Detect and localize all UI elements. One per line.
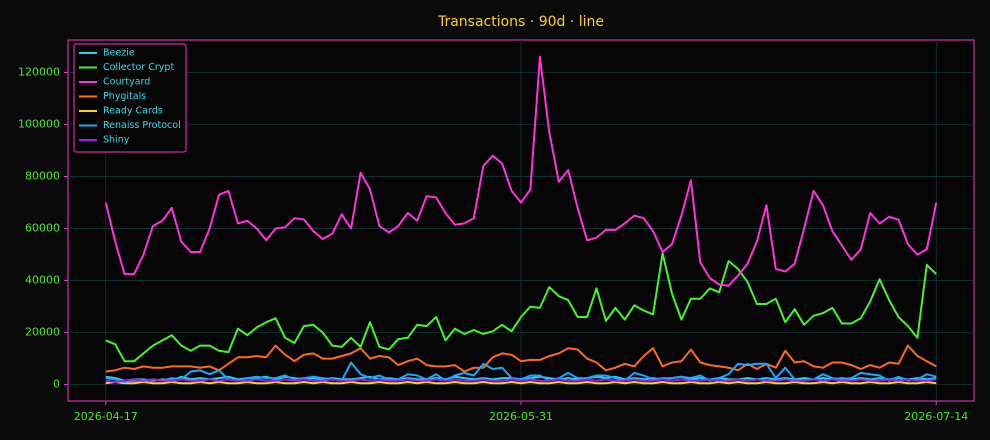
legend-label: Renaiss Protocol bbox=[103, 120, 181, 131]
grid: 0 20000 40000 60000 80000 100000 120000 2026-04… bbox=[18, 40, 974, 423]
y-tick-label: 0 bbox=[53, 378, 60, 391]
series-line bbox=[105, 252, 937, 363]
legend-label: Phygitals bbox=[103, 91, 146, 102]
y-tick-label: 40000 bbox=[25, 274, 60, 287]
legend: Beezie Collector Crypt Courtyard Phygitals R… bbox=[73, 43, 187, 153]
series-line bbox=[105, 381, 937, 385]
series-line bbox=[105, 344, 937, 373]
x-tick-label: 2026-07-14 bbox=[904, 410, 968, 423]
legend-label: Ready Cards bbox=[103, 106, 163, 117]
legend-box bbox=[73, 43, 187, 153]
legend-label: Shiny bbox=[103, 135, 130, 146]
legend-label: Courtyard bbox=[103, 77, 150, 88]
series-line bbox=[105, 378, 937, 383]
y-tick-label: 60000 bbox=[25, 222, 60, 235]
y-tick-label: 20000 bbox=[25, 326, 60, 339]
legend-label: Collector Crypt bbox=[103, 62, 174, 73]
y-tick-label: 100000 bbox=[18, 118, 60, 131]
series-line bbox=[104, 55, 938, 287]
chart-title: Transactions · 90d · line bbox=[437, 14, 604, 30]
x-tick-label: 2026-04-17 bbox=[74, 410, 138, 423]
x-tick-label: 2026-05-31 bbox=[489, 410, 553, 423]
lines bbox=[104, 55, 938, 385]
legend-label: Beezie bbox=[103, 48, 135, 59]
y-tick-label: 80000 bbox=[25, 170, 60, 183]
y-tick-label: 120000 bbox=[18, 66, 60, 79]
